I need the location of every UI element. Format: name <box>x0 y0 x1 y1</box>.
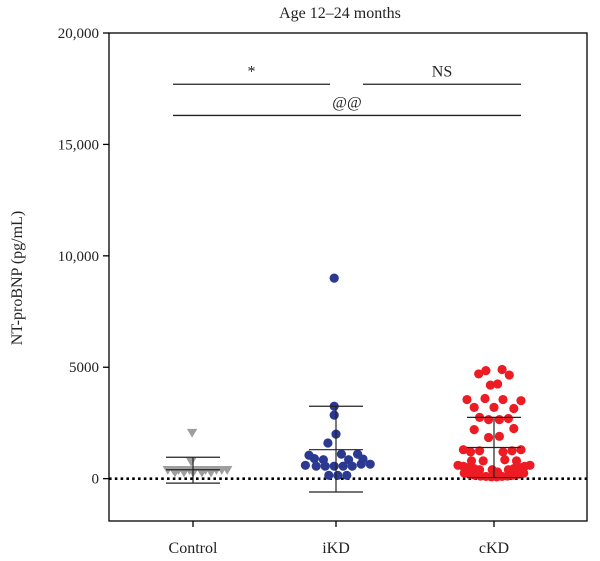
significance-label: * <box>248 63 256 80</box>
ckd-point <box>498 447 508 457</box>
ckd-point <box>484 415 494 425</box>
significance-label: NS <box>432 63 452 80</box>
ckd-point <box>503 413 513 424</box>
ckd-point <box>493 467 503 477</box>
ckd-point <box>485 380 495 390</box>
ckd-point <box>498 394 508 405</box>
ckd-point <box>474 369 484 379</box>
x-axis: Control iKD cKD <box>169 521 509 557</box>
ckd-point <box>519 468 529 478</box>
ikd-point <box>324 470 334 480</box>
ikd-point <box>300 460 310 470</box>
x-tick-label: Control <box>169 540 218 557</box>
ckd-point <box>494 415 504 425</box>
ckd-point <box>516 396 526 406</box>
ckd-point <box>493 379 503 389</box>
ikd-point <box>338 461 348 471</box>
ckd-point <box>516 445 526 455</box>
ckd-point <box>475 446 485 456</box>
ckd-point <box>480 393 490 404</box>
ikd-point <box>329 273 339 283</box>
control-point <box>178 468 190 478</box>
plot-frame <box>108 32 588 522</box>
error-bars <box>166 405 521 493</box>
control-point <box>205 468 217 478</box>
ikd-point <box>336 449 346 459</box>
y-tick-label: 20,000 <box>58 26 99 42</box>
chart-title: Age 12–24 months <box>279 5 401 22</box>
ckd-point <box>507 446 517 456</box>
control-point <box>196 468 208 478</box>
ckd-point <box>497 364 507 375</box>
control-point <box>186 428 198 438</box>
y-tick-label: 0 <box>92 472 100 488</box>
ikd-point <box>342 470 352 480</box>
ckd-point <box>484 432 494 443</box>
significance-label: @@ <box>332 94 361 111</box>
x-tick-label: iKD <box>322 540 350 557</box>
y-axis: 0 5000 10,000 15,000 20,000 <box>58 26 109 488</box>
control-point <box>222 466 233 475</box>
ckd-point <box>458 445 468 455</box>
ckd-point <box>489 402 499 412</box>
ckd-point <box>466 447 476 457</box>
ikd-point <box>365 459 375 469</box>
ikd-point <box>311 461 321 471</box>
significance-annotations: * NS @@ <box>173 63 521 117</box>
control-point <box>169 468 181 478</box>
data-points <box>162 273 535 482</box>
ckd-point <box>525 460 535 470</box>
ikd-point <box>329 410 339 420</box>
ikd-point <box>323 438 333 448</box>
ckd-point <box>509 423 519 434</box>
ckd-point <box>469 402 479 412</box>
ckd-point <box>462 394 472 405</box>
ckd-point <box>494 431 504 441</box>
ikd-point <box>329 461 339 471</box>
ckd-point <box>504 370 514 380</box>
control-point <box>186 457 197 467</box>
ikd-point <box>333 470 343 480</box>
ikd-point <box>347 461 357 471</box>
ikd-point <box>356 459 366 469</box>
ckd-point <box>509 403 519 414</box>
ckd-point <box>469 425 479 435</box>
y-tick-label: 15,000 <box>58 137 99 153</box>
y-tick-label: 10,000 <box>58 249 99 265</box>
ikd-point <box>320 461 330 471</box>
ckd-point <box>481 365 491 376</box>
y-tick-label: 5000 <box>69 360 99 376</box>
x-tick-label: cKD <box>479 540 509 557</box>
ikd-point <box>309 454 319 464</box>
y-axis-label: NT-proBNP (pg/mL) <box>9 211 26 345</box>
ckd-point <box>478 456 488 466</box>
ckd-point <box>500 455 510 465</box>
